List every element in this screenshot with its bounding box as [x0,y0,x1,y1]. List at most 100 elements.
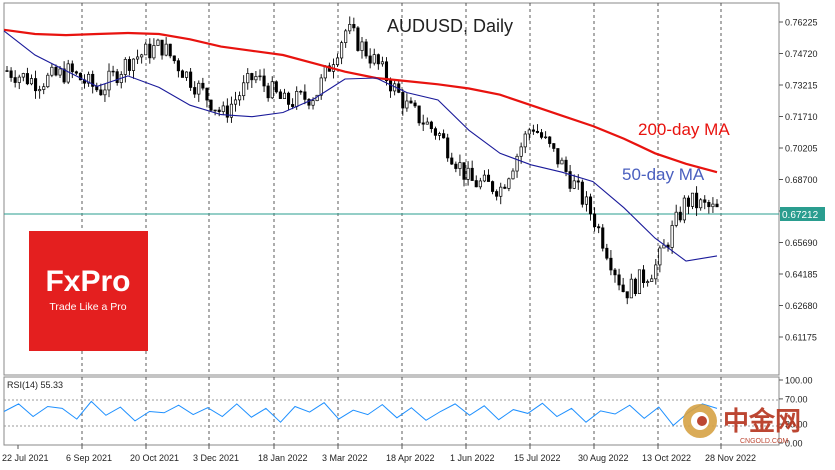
candle-body [176,60,180,72]
candle-body [274,81,278,93]
candle-body [319,77,323,96]
fxpro-logo: FxPro Trade Like a Pro [29,231,148,351]
candle-body [360,41,364,51]
ma50-line [3,30,718,262]
candle-body [539,132,544,138]
candle-body [13,77,17,83]
candle-body [54,66,58,76]
candle-body [205,87,209,101]
candle-body [495,191,499,197]
rsi-tick-label: 0.00 [785,439,803,449]
candle-body [225,105,229,118]
rsi-line [3,400,718,427]
current-price-label: 0.67212 [780,207,825,221]
ma200-annotation: 200-day MA [638,120,730,139]
candle-body [466,167,470,180]
candle-body [690,192,695,207]
ma50-annotation: 50-day MA [622,165,705,184]
candle-body [376,54,380,65]
candle-body [242,82,246,97]
candle-body [111,70,115,73]
y-tick-label: 0.68700 [785,175,818,185]
candle-body [699,199,703,209]
ma200-line [3,28,718,174]
candle-body [278,91,282,99]
candle-body [87,73,91,84]
cngold-text: 中金网 [723,406,801,436]
candlesticks [5,16,719,305]
candle-body [417,105,421,124]
candle-body [674,211,678,226]
candle-body [17,76,21,83]
candle-body [291,104,295,107]
x-tick-label: 18 Jan 2022 [258,453,308,463]
candle-body [229,103,233,118]
candle-body [136,56,140,60]
candle-body [140,54,144,58]
candle-body [99,89,103,96]
candle-body [282,92,287,99]
candle-body [531,129,535,132]
candle-body [715,203,719,208]
y-tick-label: 0.64185 [785,270,818,280]
candle-body [95,86,99,91]
rsi-panel: RSI(14) 55.33 [3,376,780,446]
candle-body [450,157,454,165]
candle-body [66,63,70,83]
candle-body [462,162,466,180]
candle-body [348,24,352,32]
candle-body [209,99,213,111]
candle-body [458,162,462,169]
candle-body [707,202,711,208]
candle-body [233,99,238,105]
candle-body [197,82,201,95]
candle-body [258,75,262,78]
candle-body [670,225,674,248]
candle-body [637,269,642,295]
candle-body [217,109,221,112]
candle-body [372,54,376,64]
candle-body [34,78,38,92]
candle-body [189,71,193,88]
candle-body [544,136,548,139]
x-tick-label: 22 Jul 2021 [2,453,49,463]
candle-body [576,180,580,183]
candle-body [91,73,95,87]
candle-body [593,213,597,228]
candle-body [527,129,531,135]
y-tick-label: 0.73215 [785,81,818,91]
y-tick-label: 0.61175 [785,333,817,343]
candle-body [409,100,413,104]
candle-body [254,76,258,81]
candle-body [597,226,601,229]
candle-body [486,174,491,182]
fxpro-brand: FxPro [45,265,130,298]
candle-body [625,291,629,299]
candle-body [184,71,189,78]
candle-body [50,66,54,76]
candle-body [686,197,690,207]
candle-body [168,43,172,57]
candle-body [144,43,148,56]
candle-body [678,211,682,221]
candle-body [633,278,637,295]
candle-body [588,196,593,215]
candle-body [446,137,450,159]
cngold-subtext: CNGOLD.COM [740,438,788,445]
candle-body [123,59,127,75]
x-tick-label: 30 Aug 2022 [578,453,629,463]
candle-body [429,121,433,130]
candle-body [131,58,136,71]
candle-body [413,102,417,107]
candle-body [21,73,25,78]
candle-body [433,128,437,136]
candle-body [499,186,503,197]
candle-body [29,78,34,85]
y-tick-label: 0.76225 [785,18,818,28]
candle-body [46,74,50,88]
candle-body [368,55,372,64]
candle-body [58,68,62,76]
candle-body [38,89,42,92]
candle-body [127,59,131,71]
candle-body [246,73,250,84]
